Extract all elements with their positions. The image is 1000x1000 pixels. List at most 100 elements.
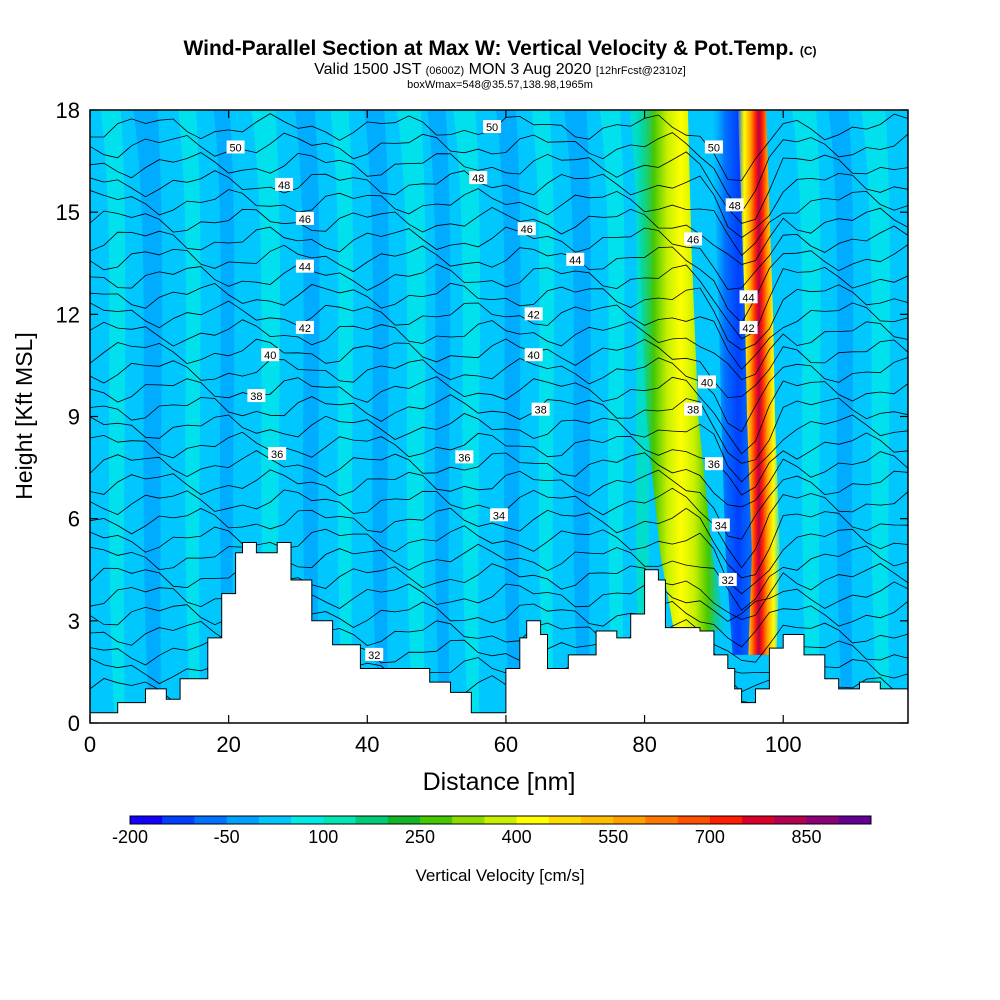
- theta-label: 38: [531, 402, 550, 417]
- colorbar-tick-label: 100: [308, 827, 338, 847]
- theta-label: 40: [261, 348, 280, 362]
- title-block: Wind-Parallel Section at Max W: Vertical…: [0, 38, 1000, 92]
- theta-label-text: 46: [687, 234, 699, 246]
- colorbar-swatch: [677, 816, 711, 824]
- theta-label-text: 48: [729, 200, 741, 212]
- theta-label-text: 48: [278, 180, 290, 192]
- theta-contour: [90, 132, 908, 213]
- colorbar-tick-labels: -200 -50 100 250 400 550 700 850: [112, 827, 822, 847]
- theta-contour: [90, 319, 908, 380]
- theta-label-text: 44: [299, 262, 311, 274]
- colorbar-swatch: [484, 816, 518, 824]
- x-tick-label: 40: [355, 732, 379, 757]
- colorbar-tick-label: 250: [405, 827, 435, 847]
- theta-label-bg: [275, 177, 294, 191]
- colorbar-swatch: [581, 816, 614, 824]
- velocity-streak: [178, 110, 201, 723]
- theta-label-bg: [261, 348, 280, 362]
- theta-contour: [90, 450, 908, 508]
- theta-label-text: 42: [528, 309, 540, 321]
- colorbar-swatch: [419, 816, 453, 824]
- theta-label: 36: [268, 446, 287, 461]
- theta-label-bg: [684, 232, 703, 246]
- y-tick-label: 18: [56, 98, 80, 123]
- theta-label-text: 40: [264, 350, 276, 362]
- theta-contour: [90, 300, 908, 370]
- colorbar-label: Vertical Velocity [cm/s]: [415, 866, 584, 885]
- theta-label-bg: [469, 171, 488, 185]
- velocity-streak: [100, 110, 126, 723]
- box-info: boxWmax=548@35.57,138.98,1965m: [407, 79, 593, 91]
- colorbar-swatch: [194, 816, 228, 824]
- theta-label-text: 48: [472, 173, 484, 185]
- x-tick-label: 80: [632, 732, 656, 757]
- theta-label: 40: [524, 348, 543, 362]
- theta-contour: [90, 206, 908, 265]
- x-axis-ticks: 0 20 40 60 80 100: [84, 110, 802, 757]
- theta-label: 42: [295, 320, 314, 335]
- theta-contour: [90, 376, 908, 455]
- theta-label: 32: [365, 647, 384, 662]
- theta-label-text: 40: [528, 350, 540, 362]
- theta-label: 32: [718, 572, 737, 587]
- colorbar-swatch: [838, 816, 872, 824]
- colorbar-swatch: [742, 816, 775, 824]
- theta-label-bg: [711, 518, 730, 532]
- theta-label: 36: [455, 450, 474, 464]
- theta-label-bg: [718, 572, 737, 586]
- secondary-updraft: [635, 110, 726, 631]
- theta-label: 50: [226, 140, 245, 154]
- theta-label-text: 44: [742, 292, 754, 304]
- colorbar-swatch: [162, 816, 195, 824]
- colorbar-swatch: [258, 816, 292, 824]
- theta-label: 46: [517, 222, 536, 236]
- theta-label-text: 50: [229, 142, 241, 154]
- copyright-mark: (C): [799, 44, 817, 58]
- velocity-streak: [828, 110, 854, 723]
- velocity-streak: [599, 110, 625, 723]
- velocity-streak: [427, 110, 451, 723]
- theta-label-text: 34: [715, 520, 727, 532]
- theta-label-text: 38: [687, 405, 699, 417]
- y-tick-label: 15: [56, 200, 80, 225]
- colorbar: [129, 815, 872, 825]
- theta-label: 48: [725, 198, 744, 212]
- colorbar-tick-label: 550: [598, 827, 628, 847]
- theta-label-text: 32: [368, 650, 380, 662]
- theta-contour: [90, 244, 908, 324]
- theta-label-text: 34: [493, 510, 505, 522]
- colorbar-swatch: [226, 816, 260, 824]
- theta-label: 44: [566, 252, 585, 267]
- colorbar-swatch: [806, 816, 840, 824]
- velocity-streak: [364, 110, 389, 723]
- x-axis-label: Distance [nm]: [423, 768, 576, 796]
- theta-label-text: 38: [250, 391, 262, 403]
- theta-label-bg: [455, 450, 474, 464]
- theta-label-bg: [483, 120, 502, 134]
- colorbar-tick-label: -50: [214, 827, 240, 847]
- theta-contour: [90, 563, 908, 620]
- theta-contour: [90, 188, 908, 257]
- theta-contour: [90, 282, 908, 351]
- theta-contour: [90, 151, 908, 224]
- x-tick-label: 100: [765, 732, 802, 757]
- theta-label-bg: [524, 348, 543, 362]
- theta-label: 48: [275, 177, 294, 192]
- theta-label: 38: [247, 389, 266, 403]
- theta-contour: [90, 507, 908, 579]
- theta-label: 40: [697, 375, 716, 389]
- valid-date: MON 3 Aug 2020: [468, 61, 592, 78]
- theta-label-text: 50: [486, 122, 498, 134]
- y-tick-label: 3: [68, 609, 80, 634]
- theta-label-text: 42: [299, 323, 311, 335]
- theta-label-bg: [524, 307, 543, 321]
- theta-contour: [90, 394, 908, 464]
- velocity-streak: [453, 110, 480, 723]
- y-tick-label: 6: [68, 507, 80, 532]
- contour-labels: 50 50 50 48 48 48 46 46 46 44 44 44 42 42 42 40 40 40 38 38…: [226, 120, 758, 662]
- theta-label-bg: [725, 198, 744, 212]
- theta-label-bg: [739, 320, 758, 334]
- theta-label: 42: [524, 307, 543, 321]
- terrain: [89, 542, 909, 724]
